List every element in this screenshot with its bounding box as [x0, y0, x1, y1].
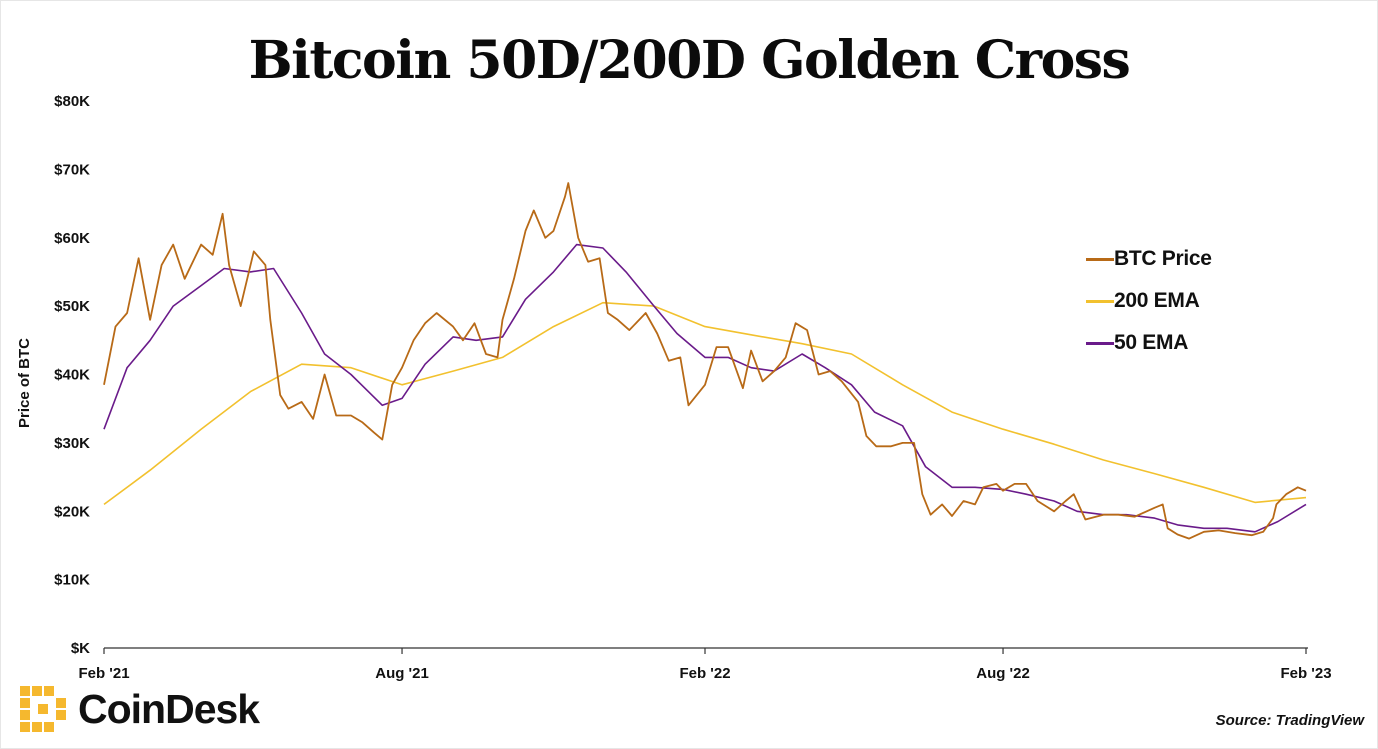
legend-swatch-btc-price: [1086, 257, 1114, 261]
y-tick-label: $K: [71, 640, 90, 657]
y-tick-label: $50K: [54, 298, 90, 315]
x-tick-label: Feb '21: [78, 665, 129, 682]
legend-swatch-200-ema: [1086, 299, 1114, 303]
coindesk-logo-text: CoinDesk: [78, 685, 260, 732]
source-note: Source: TradingView: [1215, 712, 1364, 729]
chart-title: Bitcoin 50D/200D Golden Cross: [248, 30, 1131, 91]
y-tick-label: $70K: [54, 161, 90, 178]
coindesk-logo: CoinDesk: [18, 684, 260, 734]
legend-item-50-ema: 50 EMA: [1086, 322, 1212, 364]
legend-label-btc-price: BTC Price: [1114, 247, 1212, 270]
x-tick-label: Aug '21: [375, 665, 429, 682]
y-tick-label: $60K: [54, 230, 90, 247]
legend-swatch-50-ema: [1086, 341, 1114, 345]
x-tick-label: Feb '22: [679, 665, 730, 682]
coindesk-logo-icon: [20, 686, 66, 732]
legend-item-200-ema: 200 EMA: [1086, 280, 1212, 322]
y-axis-label: Price of BTC: [16, 337, 33, 428]
x-tick-label: Feb '23: [1280, 665, 1331, 682]
y-tick-label: $30K: [54, 435, 90, 452]
axes: Feb '21 Aug '21 Feb '22 Aug '22 Feb '23 $K $10…: [54, 93, 1331, 682]
legend-label-50-ema: 50 EMA: [1114, 331, 1189, 354]
legend-label-200-ema: 200 EMA: [1114, 289, 1200, 312]
y-tick-label: $80K: [54, 93, 90, 110]
series-line-btc-price: [103, 182, 1307, 540]
legend-item-btc-price: BTC Price: [1086, 238, 1212, 280]
series-line-200-ema: [103, 301, 1307, 506]
legend: BTC Price 200 EMA 50 EMA: [1086, 238, 1212, 364]
y-tick-label: $20K: [54, 503, 90, 520]
y-tick-label: $10K: [54, 572, 90, 589]
y-tick-label: $40K: [54, 367, 90, 384]
series-layer: [103, 182, 1307, 540]
x-tick-label: Aug '22: [976, 665, 1030, 682]
